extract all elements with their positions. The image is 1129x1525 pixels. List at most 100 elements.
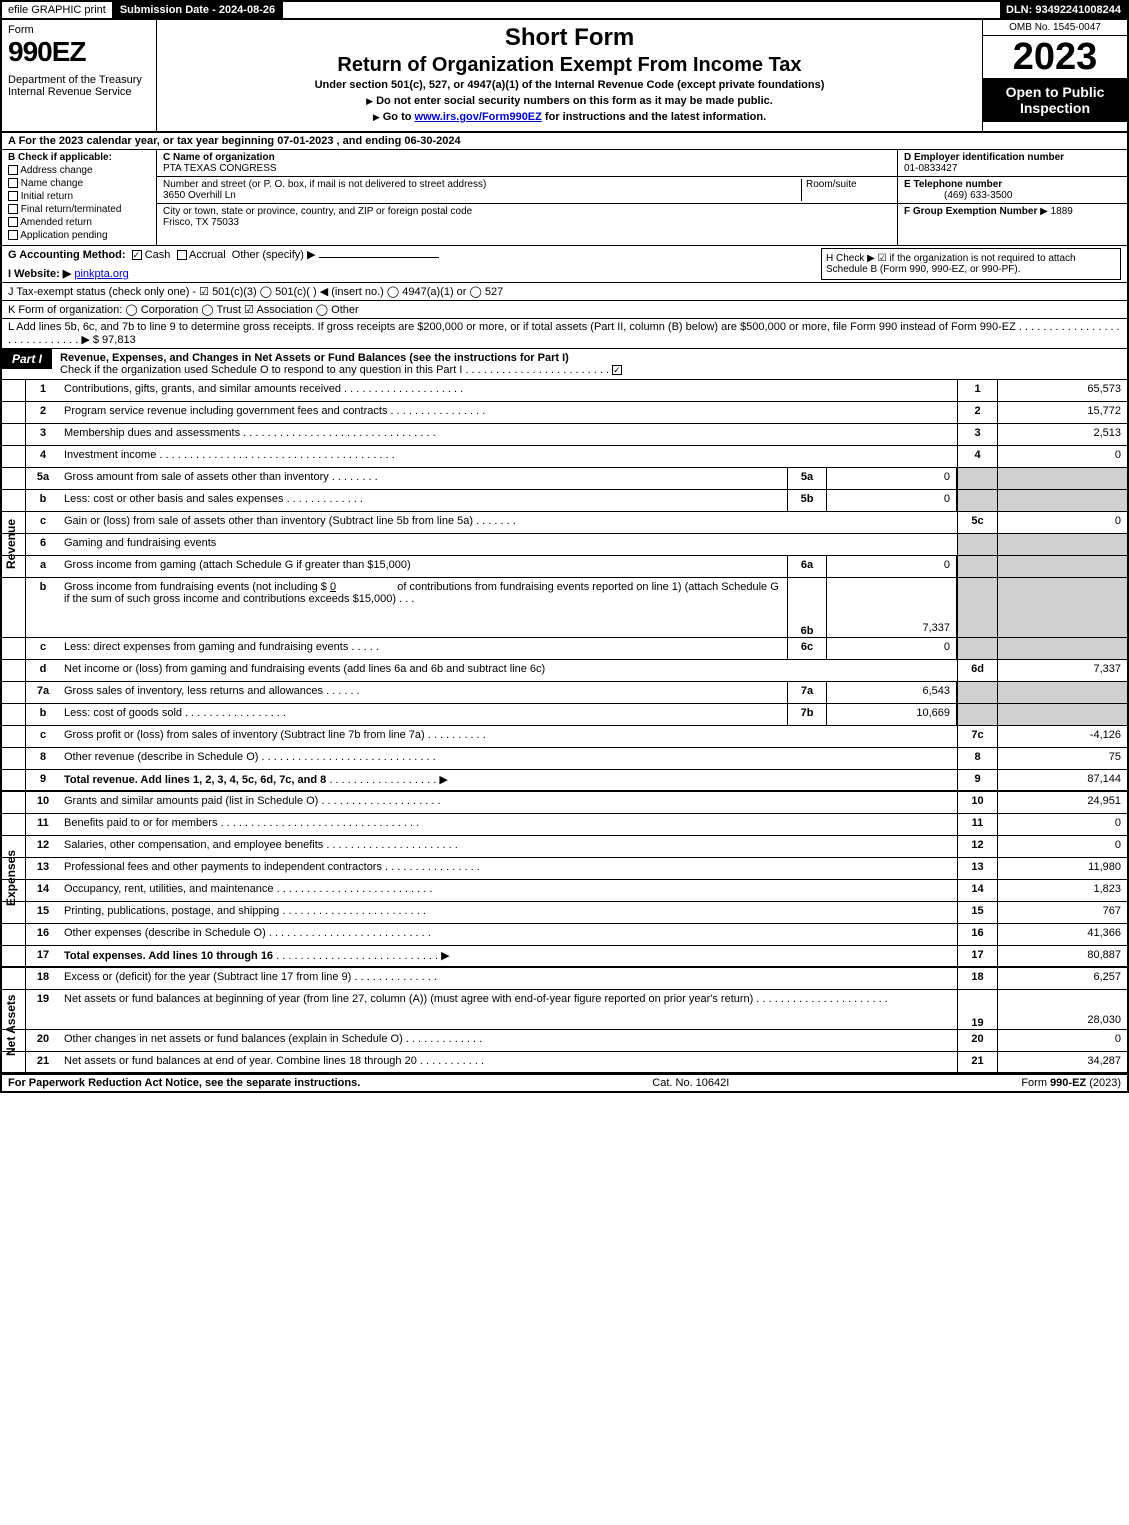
- line-16: 16 Other expenses (describe in Schedule …: [2, 924, 1127, 946]
- line-13: Expenses 13 Professional fees and other …: [2, 858, 1127, 880]
- header-left: Form 990EZ Department of the Treasury In…: [2, 20, 157, 131]
- label-phone: E Telephone number: [904, 179, 1002, 190]
- row-a-tax-year: A For the 2023 calendar year, or tax yea…: [0, 133, 1129, 150]
- line-7b-value: 10,669: [827, 704, 957, 725]
- line-14-value: 1,823: [997, 880, 1127, 901]
- line-13-value: 11,980: [997, 858, 1127, 879]
- line-12-value: 0: [997, 836, 1127, 857]
- label-website: I Website: ▶: [8, 268, 71, 280]
- ein-value: 01-0833427: [904, 163, 957, 174]
- line-10: 10 Grants and similar amounts paid (list…: [2, 792, 1127, 814]
- line-2: 2 Program service revenue including gove…: [2, 402, 1127, 424]
- line-20-value: 0: [997, 1030, 1127, 1051]
- line-7a-value: 6,543: [827, 682, 957, 703]
- line-6: Revenue 6 Gaming and fundraising events: [2, 534, 1127, 556]
- line-7a: 7a Gross sales of inventory, less return…: [2, 682, 1127, 704]
- form-header: Form 990EZ Department of the Treasury In…: [0, 20, 1129, 133]
- line-1: 1 Contributions, gifts, grants, and simi…: [2, 380, 1127, 402]
- city-state-zip: Frisco, TX 75033: [163, 217, 472, 228]
- submission-date: Submission Date - 2024-08-26: [114, 2, 283, 18]
- line-6a: a Gross income from gaming (attach Sched…: [2, 556, 1127, 578]
- under-section: Under section 501(c), 527, or 4947(a)(1)…: [163, 79, 976, 91]
- line-2-value: 15,772: [997, 402, 1127, 423]
- line-21-value: 34,287: [997, 1052, 1127, 1072]
- line-5b-value: 0: [827, 490, 957, 511]
- phone-value: (469) 633-3500: [904, 190, 1012, 201]
- line-3-value: 2,513: [997, 424, 1127, 445]
- form-subtitle: Return of Organization Exempt From Incom…: [163, 54, 976, 77]
- line-8: 8 Other revenue (describe in Schedule O)…: [2, 748, 1127, 770]
- line-14: 14 Occupancy, rent, utilities, and maint…: [2, 880, 1127, 902]
- footer-cat: Cat. No. 10642I: [652, 1077, 729, 1089]
- line-20: 20 Other changes in net assets or fund b…: [2, 1030, 1127, 1052]
- right-info: D Employer identification number 01-0833…: [897, 150, 1127, 245]
- dept-line-2: Internal Revenue Service: [8, 86, 150, 98]
- goto-link[interactable]: www.irs.gov/Form990EZ: [415, 111, 542, 123]
- room-suite: Room/suite: [801, 179, 891, 201]
- dln: DLN: 93492241008244: [1000, 2, 1127, 18]
- line-6c-value: 0: [827, 638, 957, 659]
- inspection-badge: Open to PublicInspection: [983, 78, 1127, 122]
- part-1-tab: Part I: [2, 349, 52, 369]
- line-17: 17 Total expenses. Add lines 10 through …: [2, 946, 1127, 968]
- line-6b: b Gross income from fundraising events (…: [2, 578, 1127, 638]
- chk-accrual[interactable]: [177, 250, 187, 260]
- line-6d-value: 7,337: [997, 660, 1127, 681]
- netassets-label: Net Assets: [2, 980, 20, 1070]
- omb-number: OMB No. 1545-0047: [983, 20, 1127, 36]
- group-exempt-value: 1889: [1051, 206, 1073, 217]
- line-15: 15 Printing, publications, postage, and …: [2, 902, 1127, 924]
- line-18-value: 6,257: [997, 968, 1127, 989]
- chk-final-return[interactable]: Final return/terminated: [8, 204, 150, 215]
- box-h: H Check ▶ ☑ if the organization is not r…: [821, 248, 1121, 280]
- label-org-name: C Name of organization: [163, 152, 891, 163]
- dept-line-1: Department of the Treasury: [8, 74, 150, 86]
- header-center: Short Form Return of Organization Exempt…: [157, 20, 982, 131]
- label-accounting: G Accounting Method:: [8, 249, 126, 261]
- line-9-value: 87,144: [997, 770, 1127, 790]
- line-19: Net Assets 19 Net assets or fund balance…: [2, 990, 1127, 1030]
- part-1-header: Part I Revenue, Expenses, and Changes in…: [0, 349, 1129, 380]
- box-b-title: B Check if applicable:: [8, 152, 112, 163]
- other-method-input[interactable]: [319, 257, 439, 258]
- grid-revenue: 1 Contributions, gifts, grants, and simi…: [0, 380, 1129, 1074]
- line-3: 3 Membership dues and assessments . . . …: [2, 424, 1127, 446]
- chk-amended-return[interactable]: Amended return: [8, 217, 150, 228]
- box-b: B Check if applicable: Address change Na…: [2, 150, 157, 245]
- line-8-value: 75: [997, 748, 1127, 769]
- efile-label[interactable]: efile GRAPHIC print: [2, 2, 114, 18]
- line-5c: c Gain or (loss) from sale of assets oth…: [2, 512, 1127, 534]
- chk-cash[interactable]: [132, 250, 142, 260]
- part-1-title: Revenue, Expenses, and Changes in Net As…: [60, 352, 569, 364]
- row-g-h: G Accounting Method: Cash Accrual Other …: [0, 246, 1129, 283]
- chk-name-change[interactable]: Name change: [8, 178, 150, 189]
- line-19-value: 28,030: [997, 990, 1127, 1029]
- form-word: Form: [8, 24, 150, 36]
- page-footer: For Paperwork Reduction Act Notice, see …: [0, 1074, 1129, 1093]
- row-k-org-form: K Form of organization: ◯ Corporation ◯ …: [0, 301, 1129, 319]
- line-9: 9 Total revenue. Add lines 1, 2, 3, 4, 5…: [2, 770, 1127, 792]
- line-7c: c Gross profit or (loss) from sales of i…: [2, 726, 1127, 748]
- gross-receipts-value: $ 97,813: [93, 334, 136, 346]
- website-link[interactable]: pinkpta.org: [74, 268, 128, 280]
- row-l-gross-receipts: L Add lines 5b, 6c, and 7b to line 9 to …: [0, 319, 1129, 349]
- line-5b: b Less: cost or other basis and sales ex…: [2, 490, 1127, 512]
- box-c: C Name of organization PTA TEXAS CONGRES…: [157, 150, 897, 245]
- label-street: Number and street (or P. O. box, if mail…: [163, 179, 801, 190]
- chk-application-pending[interactable]: Application pending: [8, 230, 150, 241]
- line-11: 11 Benefits paid to or for members . . .…: [2, 814, 1127, 836]
- row-j-tax-exempt: J Tax-exempt status (check only one) - ☑…: [0, 283, 1129, 301]
- street-address: 3650 Overhill Ln: [163, 190, 801, 201]
- tax-year: 2023: [983, 36, 1127, 78]
- line-4: 4 Investment income . . . . . . . . . . …: [2, 446, 1127, 468]
- chk-address-change[interactable]: Address change: [8, 165, 150, 176]
- chk-initial-return[interactable]: Initial return: [8, 191, 150, 202]
- label-ein: D Employer identification number: [904, 152, 1064, 163]
- chk-schedule-o[interactable]: [612, 365, 622, 375]
- line-15-value: 767: [997, 902, 1127, 923]
- footer-right: Form 990-EZ (2023): [1021, 1077, 1121, 1089]
- info-grid: B Check if applicable: Address change Na…: [0, 150, 1129, 246]
- label-city: City or town, state or province, country…: [163, 206, 472, 217]
- form-number: 990EZ: [8, 36, 150, 68]
- line-11-value: 0: [997, 814, 1127, 835]
